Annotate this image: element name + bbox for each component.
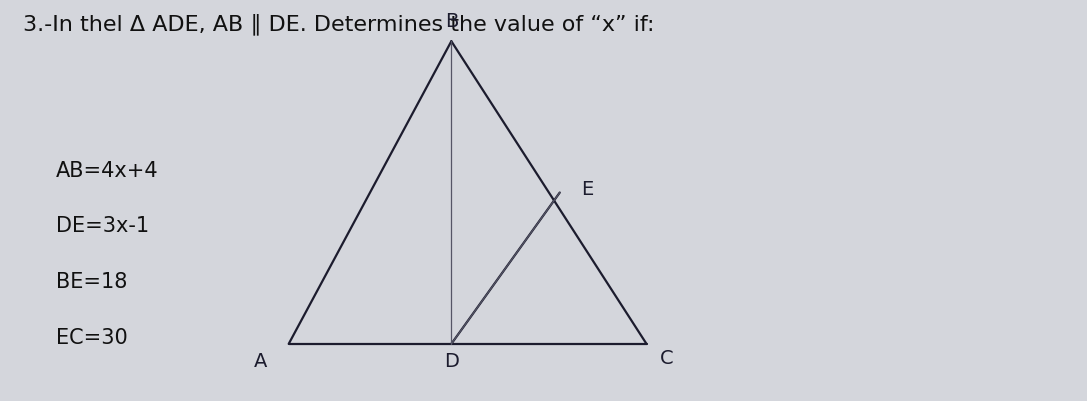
Text: EC=30: EC=30 <box>55 328 127 348</box>
Text: 3.-In thel Δ ADE, AB ∥ DE. Determines the value of “x” if:: 3.-In thel Δ ADE, AB ∥ DE. Determines th… <box>23 13 654 35</box>
Text: B: B <box>445 12 458 31</box>
Text: DE=3x-1: DE=3x-1 <box>55 217 149 237</box>
Text: E: E <box>582 180 594 199</box>
Text: AB=4x+4: AB=4x+4 <box>55 161 159 181</box>
Text: A: A <box>253 352 267 371</box>
Text: C: C <box>660 349 674 368</box>
Text: BE=18: BE=18 <box>55 272 127 292</box>
Text: D: D <box>443 352 459 371</box>
